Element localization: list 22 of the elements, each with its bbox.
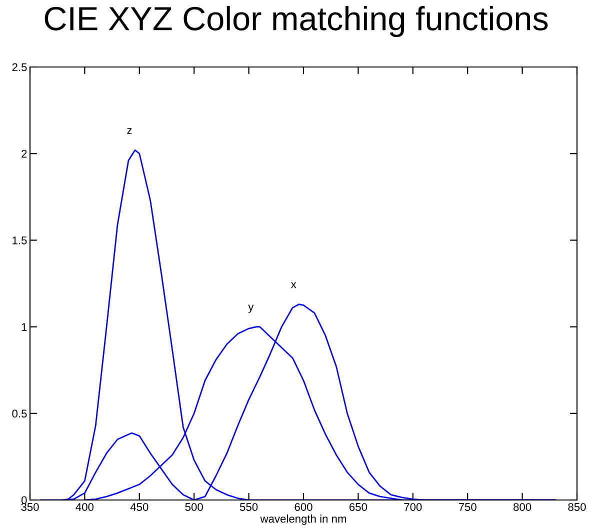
series-label: x	[290, 282, 296, 288]
x-tick-label: 350	[21, 503, 39, 511]
y-tick-label: 1	[22, 323, 27, 331]
x-tick-label: 850	[568, 503, 586, 511]
series-label: z	[127, 128, 132, 134]
x-tick-label: 550	[240, 503, 258, 511]
y-tick-label: 1.5	[12, 236, 27, 244]
y-tick-label: 0	[21, 496, 27, 504]
y-tick-label: 0.5	[12, 410, 27, 418]
x-tick-label: 650	[349, 503, 368, 511]
x-tick-label: 600	[294, 503, 312, 511]
x-tick-label: 800	[514, 503, 532, 511]
x-tick-label: 450	[130, 503, 148, 511]
x-tick-label: 500	[185, 503, 203, 511]
x-tick-label: 750	[458, 503, 476, 511]
x-tick-label: 700	[404, 503, 422, 511]
y-tick-label: 2	[22, 150, 27, 158]
x-tick-label: 400	[76, 503, 94, 511]
y-tick-label: 2.5	[12, 63, 27, 72]
series-label: y	[248, 304, 254, 313]
x-axis-title: wavelength in nm	[260, 514, 346, 525]
chart-title: CIE XYZ Color matching functions	[44, 6, 548, 38]
